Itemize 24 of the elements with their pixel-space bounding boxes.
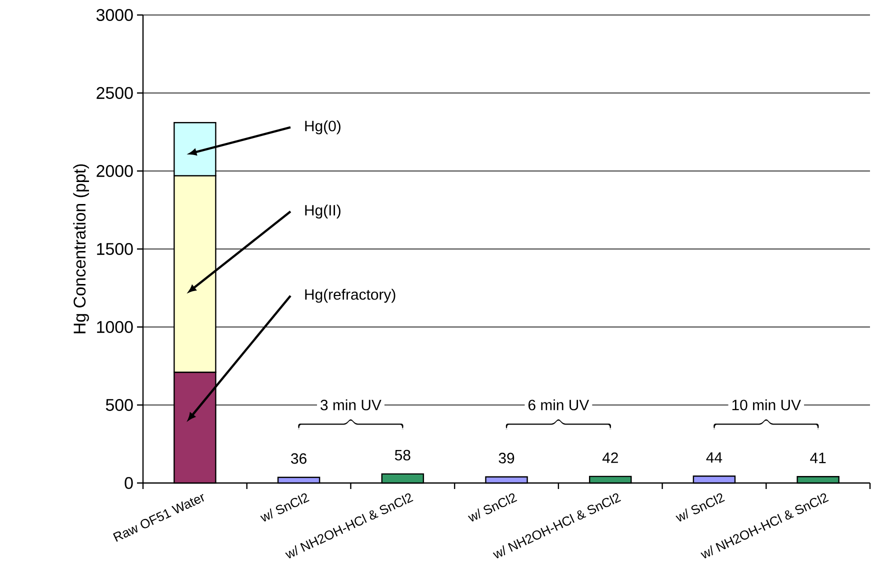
annotation: Hg(refractory) xyxy=(305,288,396,303)
y-tick-label: 3000 xyxy=(96,8,133,21)
annotation: Hg(0) xyxy=(305,120,340,134)
y-tick-label: 2000 xyxy=(96,164,133,177)
x-tick-label: w/ SnCl2 xyxy=(468,493,518,522)
y-tick-label: 1500 xyxy=(97,242,133,255)
annotation: 6 min UV xyxy=(528,399,590,410)
data-label: 58 xyxy=(394,450,410,460)
x-tick-label: Raw OF51 Water xyxy=(113,494,204,542)
data-label: 36 xyxy=(291,453,306,464)
data-label: 41 xyxy=(810,452,826,464)
y-tick-label: 1000 xyxy=(97,320,133,333)
annotation: 10 min UV xyxy=(732,399,801,410)
y-tick-label: 2500 xyxy=(96,86,133,99)
data-label: 44 xyxy=(706,452,722,463)
data-label: 42 xyxy=(602,452,618,463)
y-tick-label: 0 xyxy=(124,476,133,489)
data-label: 39 xyxy=(498,452,514,464)
y-axis-title: Hg Concentration (ppt) xyxy=(73,164,89,334)
y-tick-label: 500 xyxy=(106,398,133,411)
x-tick-label: w/ SnCl2 xyxy=(676,493,725,522)
annotation: 3 min UV xyxy=(320,399,382,410)
annotation: Hg(II) xyxy=(305,204,340,218)
x-tick-label: w/ SnCl2 xyxy=(260,493,310,522)
